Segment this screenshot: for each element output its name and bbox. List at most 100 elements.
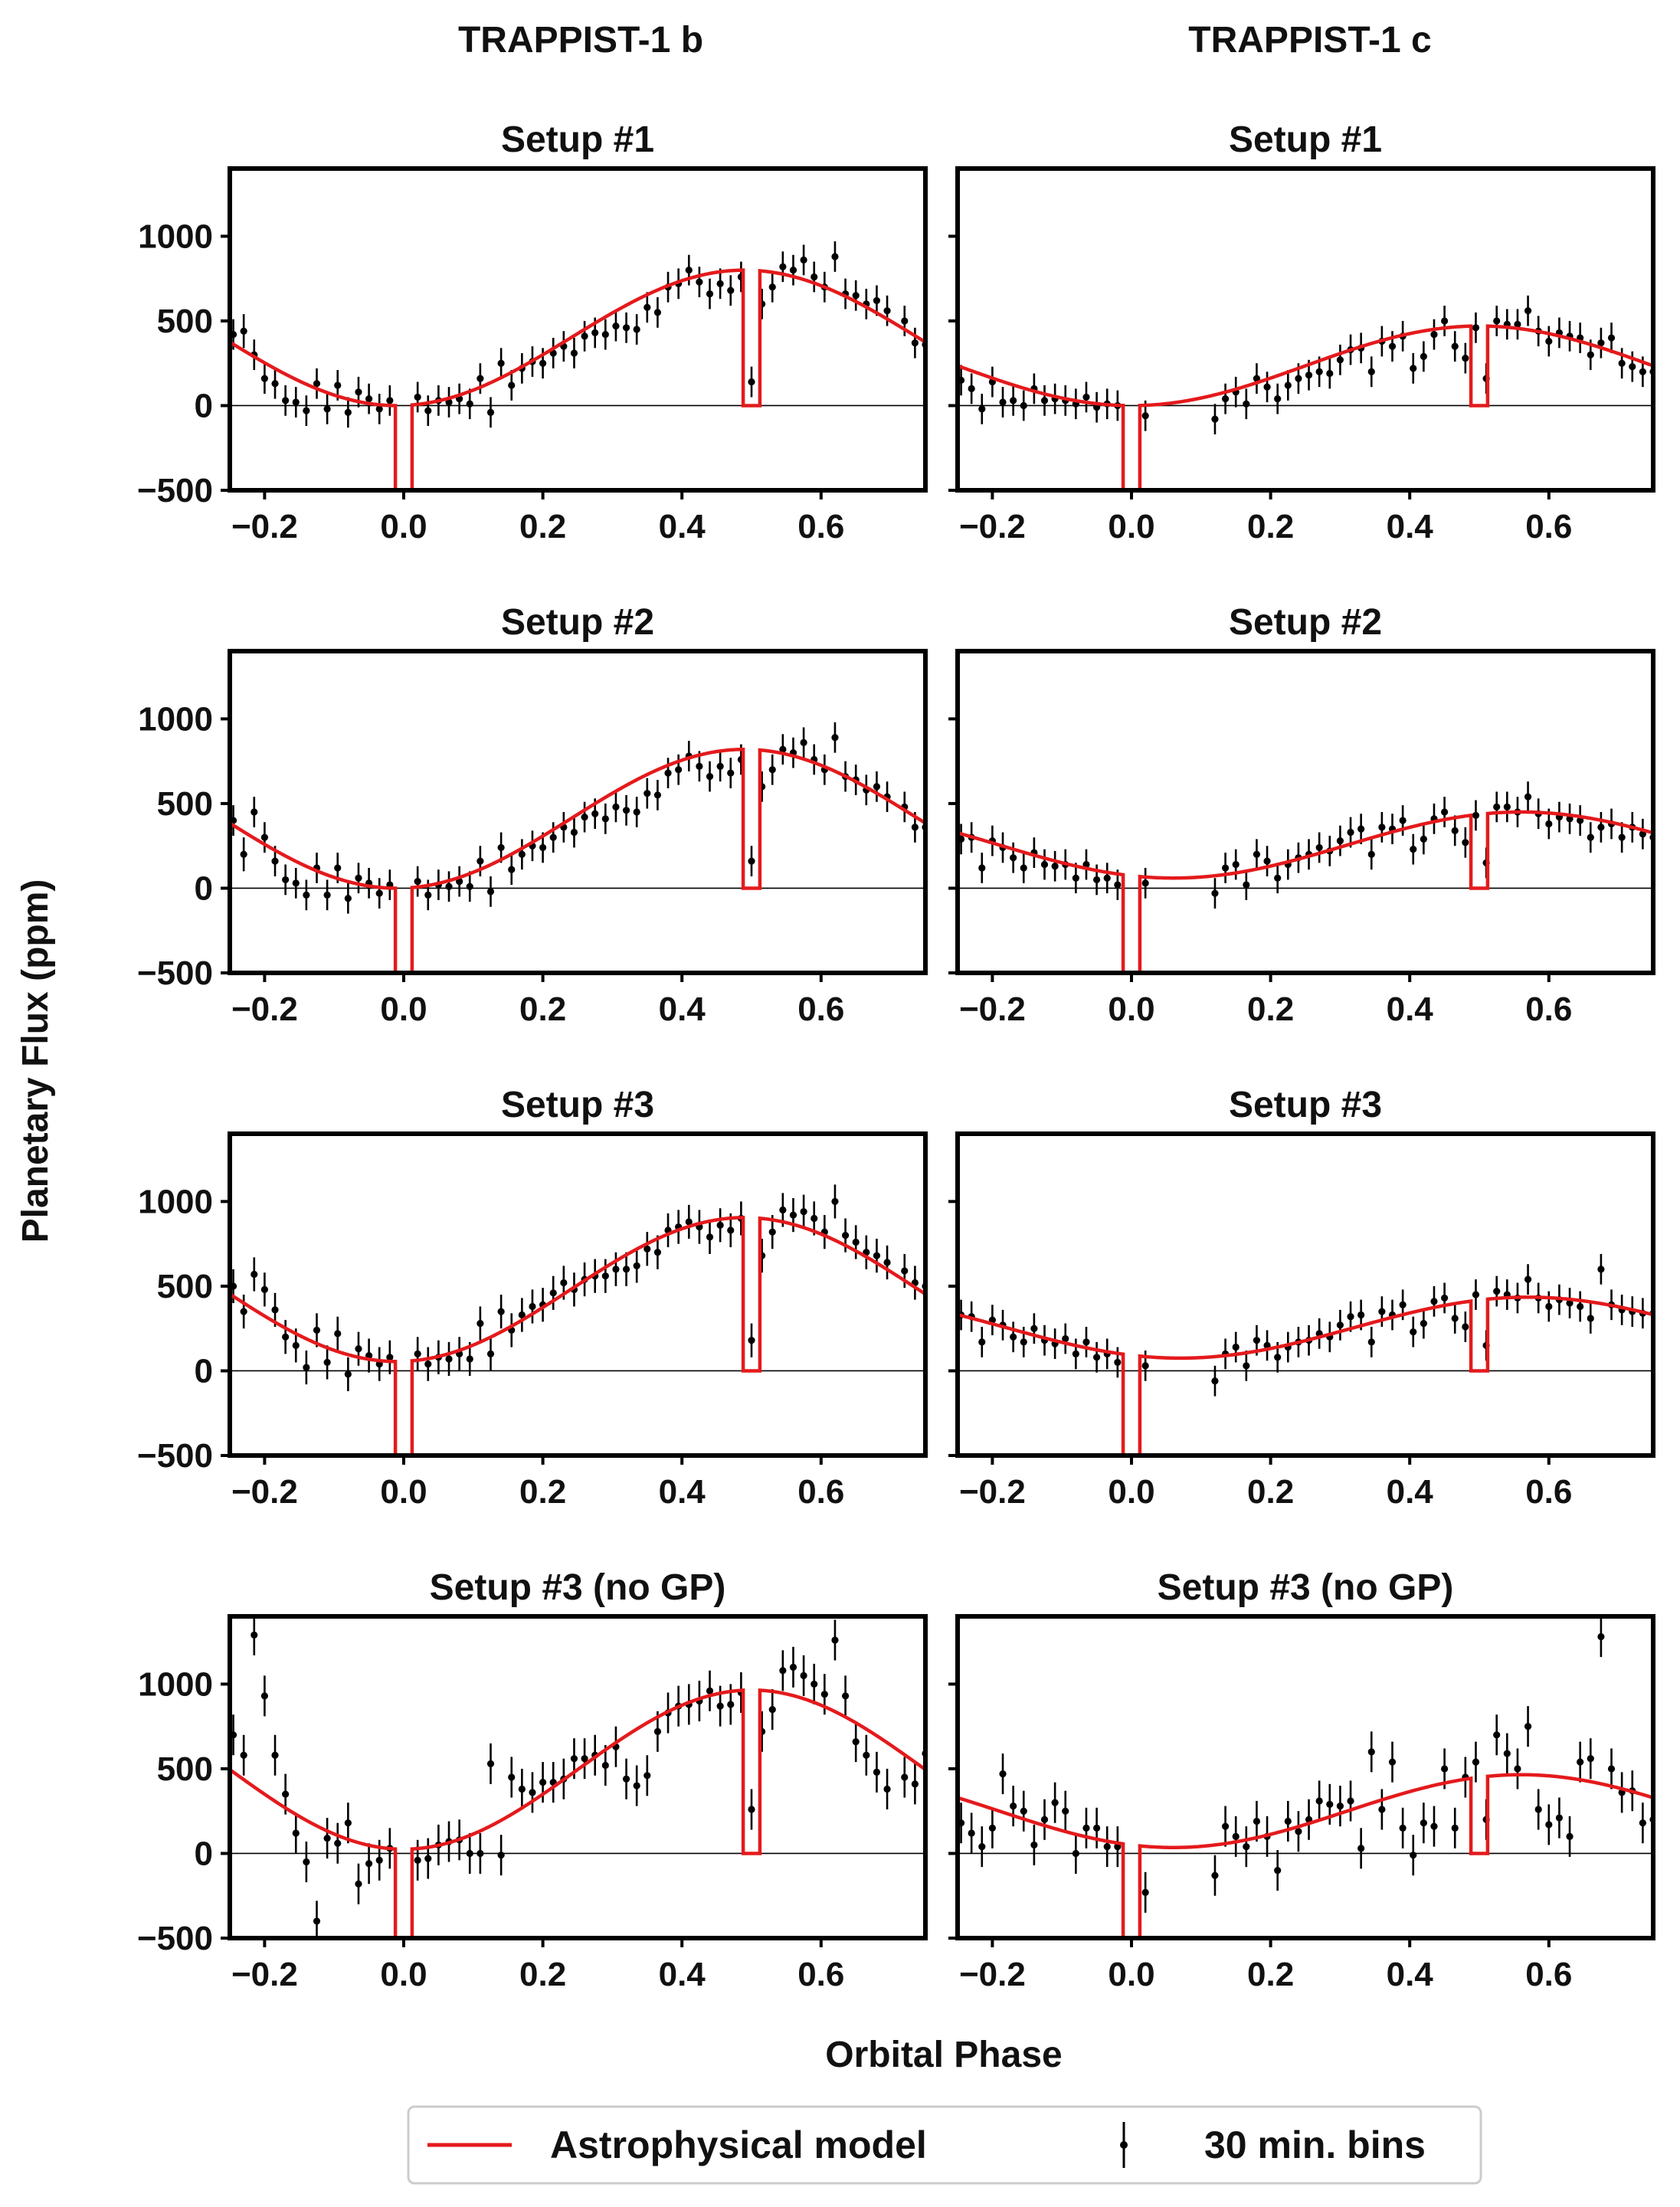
data-point bbox=[748, 1337, 755, 1344]
x-axis-label: Orbital Phase bbox=[825, 2035, 1062, 2075]
data-point bbox=[831, 734, 839, 742]
data-point bbox=[476, 375, 484, 382]
data-point bbox=[355, 1880, 362, 1888]
x-tick-label: 0.2 bbox=[1247, 1473, 1294, 1511]
data-point bbox=[414, 1350, 421, 1357]
x-tick-label: 0.4 bbox=[659, 508, 706, 545]
data-point bbox=[748, 378, 755, 386]
x-tick-label: 0.4 bbox=[1387, 1473, 1434, 1511]
data-point bbox=[1020, 1338, 1027, 1346]
data-point bbox=[1587, 1755, 1594, 1763]
x-tick-label: 0.0 bbox=[1108, 991, 1154, 1028]
data-point bbox=[424, 1855, 432, 1862]
data-point bbox=[1451, 342, 1459, 350]
data-point bbox=[1545, 820, 1553, 828]
astrophysical-model-line bbox=[230, 268, 925, 490]
data-point bbox=[1378, 824, 1386, 831]
data-point bbox=[863, 1751, 870, 1759]
data-point bbox=[303, 1364, 310, 1371]
data-point bbox=[633, 1262, 640, 1270]
data-point bbox=[601, 1272, 609, 1280]
data-point bbox=[1597, 1632, 1605, 1641]
data-point bbox=[323, 891, 331, 899]
data-point bbox=[476, 1319, 484, 1328]
data-point bbox=[685, 1218, 693, 1226]
data-point bbox=[539, 1779, 547, 1786]
data-point bbox=[1315, 1797, 1323, 1805]
data-point bbox=[911, 339, 919, 347]
data-point bbox=[1072, 1849, 1079, 1858]
data-point bbox=[685, 267, 693, 274]
data-point bbox=[1618, 833, 1626, 841]
data-point bbox=[1082, 1338, 1090, 1346]
data-point bbox=[271, 1751, 279, 1759]
data-point bbox=[1253, 850, 1261, 858]
legend-frame bbox=[407, 2105, 1482, 2185]
y-tick-label: −500 bbox=[137, 955, 213, 992]
data-point bbox=[497, 843, 505, 852]
data-point bbox=[1211, 415, 1219, 423]
data-point bbox=[1441, 1294, 1449, 1302]
data-point bbox=[1451, 1824, 1459, 1832]
data-point bbox=[1524, 307, 1532, 315]
data-point bbox=[653, 791, 662, 799]
data-point bbox=[1430, 331, 1438, 339]
data-point bbox=[581, 814, 588, 821]
data-point bbox=[664, 769, 672, 777]
data-point bbox=[1211, 1377, 1219, 1385]
x-tick-label: 0.4 bbox=[1387, 991, 1434, 1028]
data-point bbox=[1020, 864, 1027, 872]
data-point bbox=[727, 287, 735, 294]
panel-title: Setup #3 bbox=[1229, 1085, 1382, 1125]
data-point bbox=[820, 1691, 828, 1698]
subplot-b-row4: Setup #3 (no GP) −500 0 500 1000 −0.2 0.0 0.2 0.… bbox=[137, 1567, 928, 1993]
data-point bbox=[1072, 874, 1079, 882]
data-point bbox=[768, 766, 776, 774]
data-point bbox=[1221, 1822, 1230, 1830]
data-point bbox=[1577, 1758, 1584, 1766]
data-point bbox=[633, 326, 640, 333]
data-point bbox=[386, 397, 394, 404]
data-point bbox=[1141, 1888, 1149, 1896]
data-point bbox=[1420, 1819, 1427, 1827]
data-point bbox=[1103, 874, 1111, 882]
data-point bbox=[1639, 1819, 1646, 1827]
data-point bbox=[570, 828, 578, 837]
subplot-b-row1: Setup #1 −500 0 500 1000 −0.2 0.0 0.2 0.4 0.6 bbox=[137, 120, 928, 545]
data-point bbox=[1367, 1338, 1375, 1346]
x-tick-label: −0.2 bbox=[231, 991, 298, 1028]
legend-bins-marker bbox=[1120, 2141, 1128, 2149]
data-point bbox=[999, 398, 1007, 406]
data-point bbox=[1020, 1807, 1027, 1815]
data-point bbox=[831, 1636, 839, 1644]
data-point bbox=[591, 810, 599, 817]
data-point bbox=[375, 1856, 383, 1864]
data-point bbox=[1010, 1333, 1017, 1341]
data-point bbox=[1388, 342, 1397, 350]
x-tick-label: 0.2 bbox=[1247, 508, 1294, 545]
data-point bbox=[1493, 317, 1501, 325]
y-tick-label: 0 bbox=[195, 1835, 213, 1872]
data-point bbox=[292, 1829, 300, 1837]
data-point bbox=[1566, 1832, 1574, 1840]
axes-frame bbox=[228, 1131, 928, 1458]
data-point bbox=[282, 1333, 290, 1341]
data-point bbox=[901, 1267, 909, 1275]
data-point bbox=[1524, 793, 1532, 801]
axes-frame bbox=[228, 1614, 928, 1940]
data-point bbox=[1597, 824, 1605, 831]
data-point bbox=[1221, 864, 1230, 872]
data-point bbox=[1114, 1358, 1122, 1367]
data-point bbox=[999, 1770, 1007, 1778]
data-point bbox=[601, 1761, 609, 1770]
data-point bbox=[240, 850, 247, 858]
data-point bbox=[1243, 400, 1250, 408]
y-tick-label: 1000 bbox=[138, 218, 213, 255]
data-point bbox=[1441, 808, 1449, 816]
data-point bbox=[1410, 365, 1417, 372]
data-point bbox=[1062, 1334, 1069, 1343]
data-point bbox=[282, 1790, 290, 1798]
data-point bbox=[1462, 1323, 1469, 1331]
data-point bbox=[1566, 1299, 1574, 1307]
